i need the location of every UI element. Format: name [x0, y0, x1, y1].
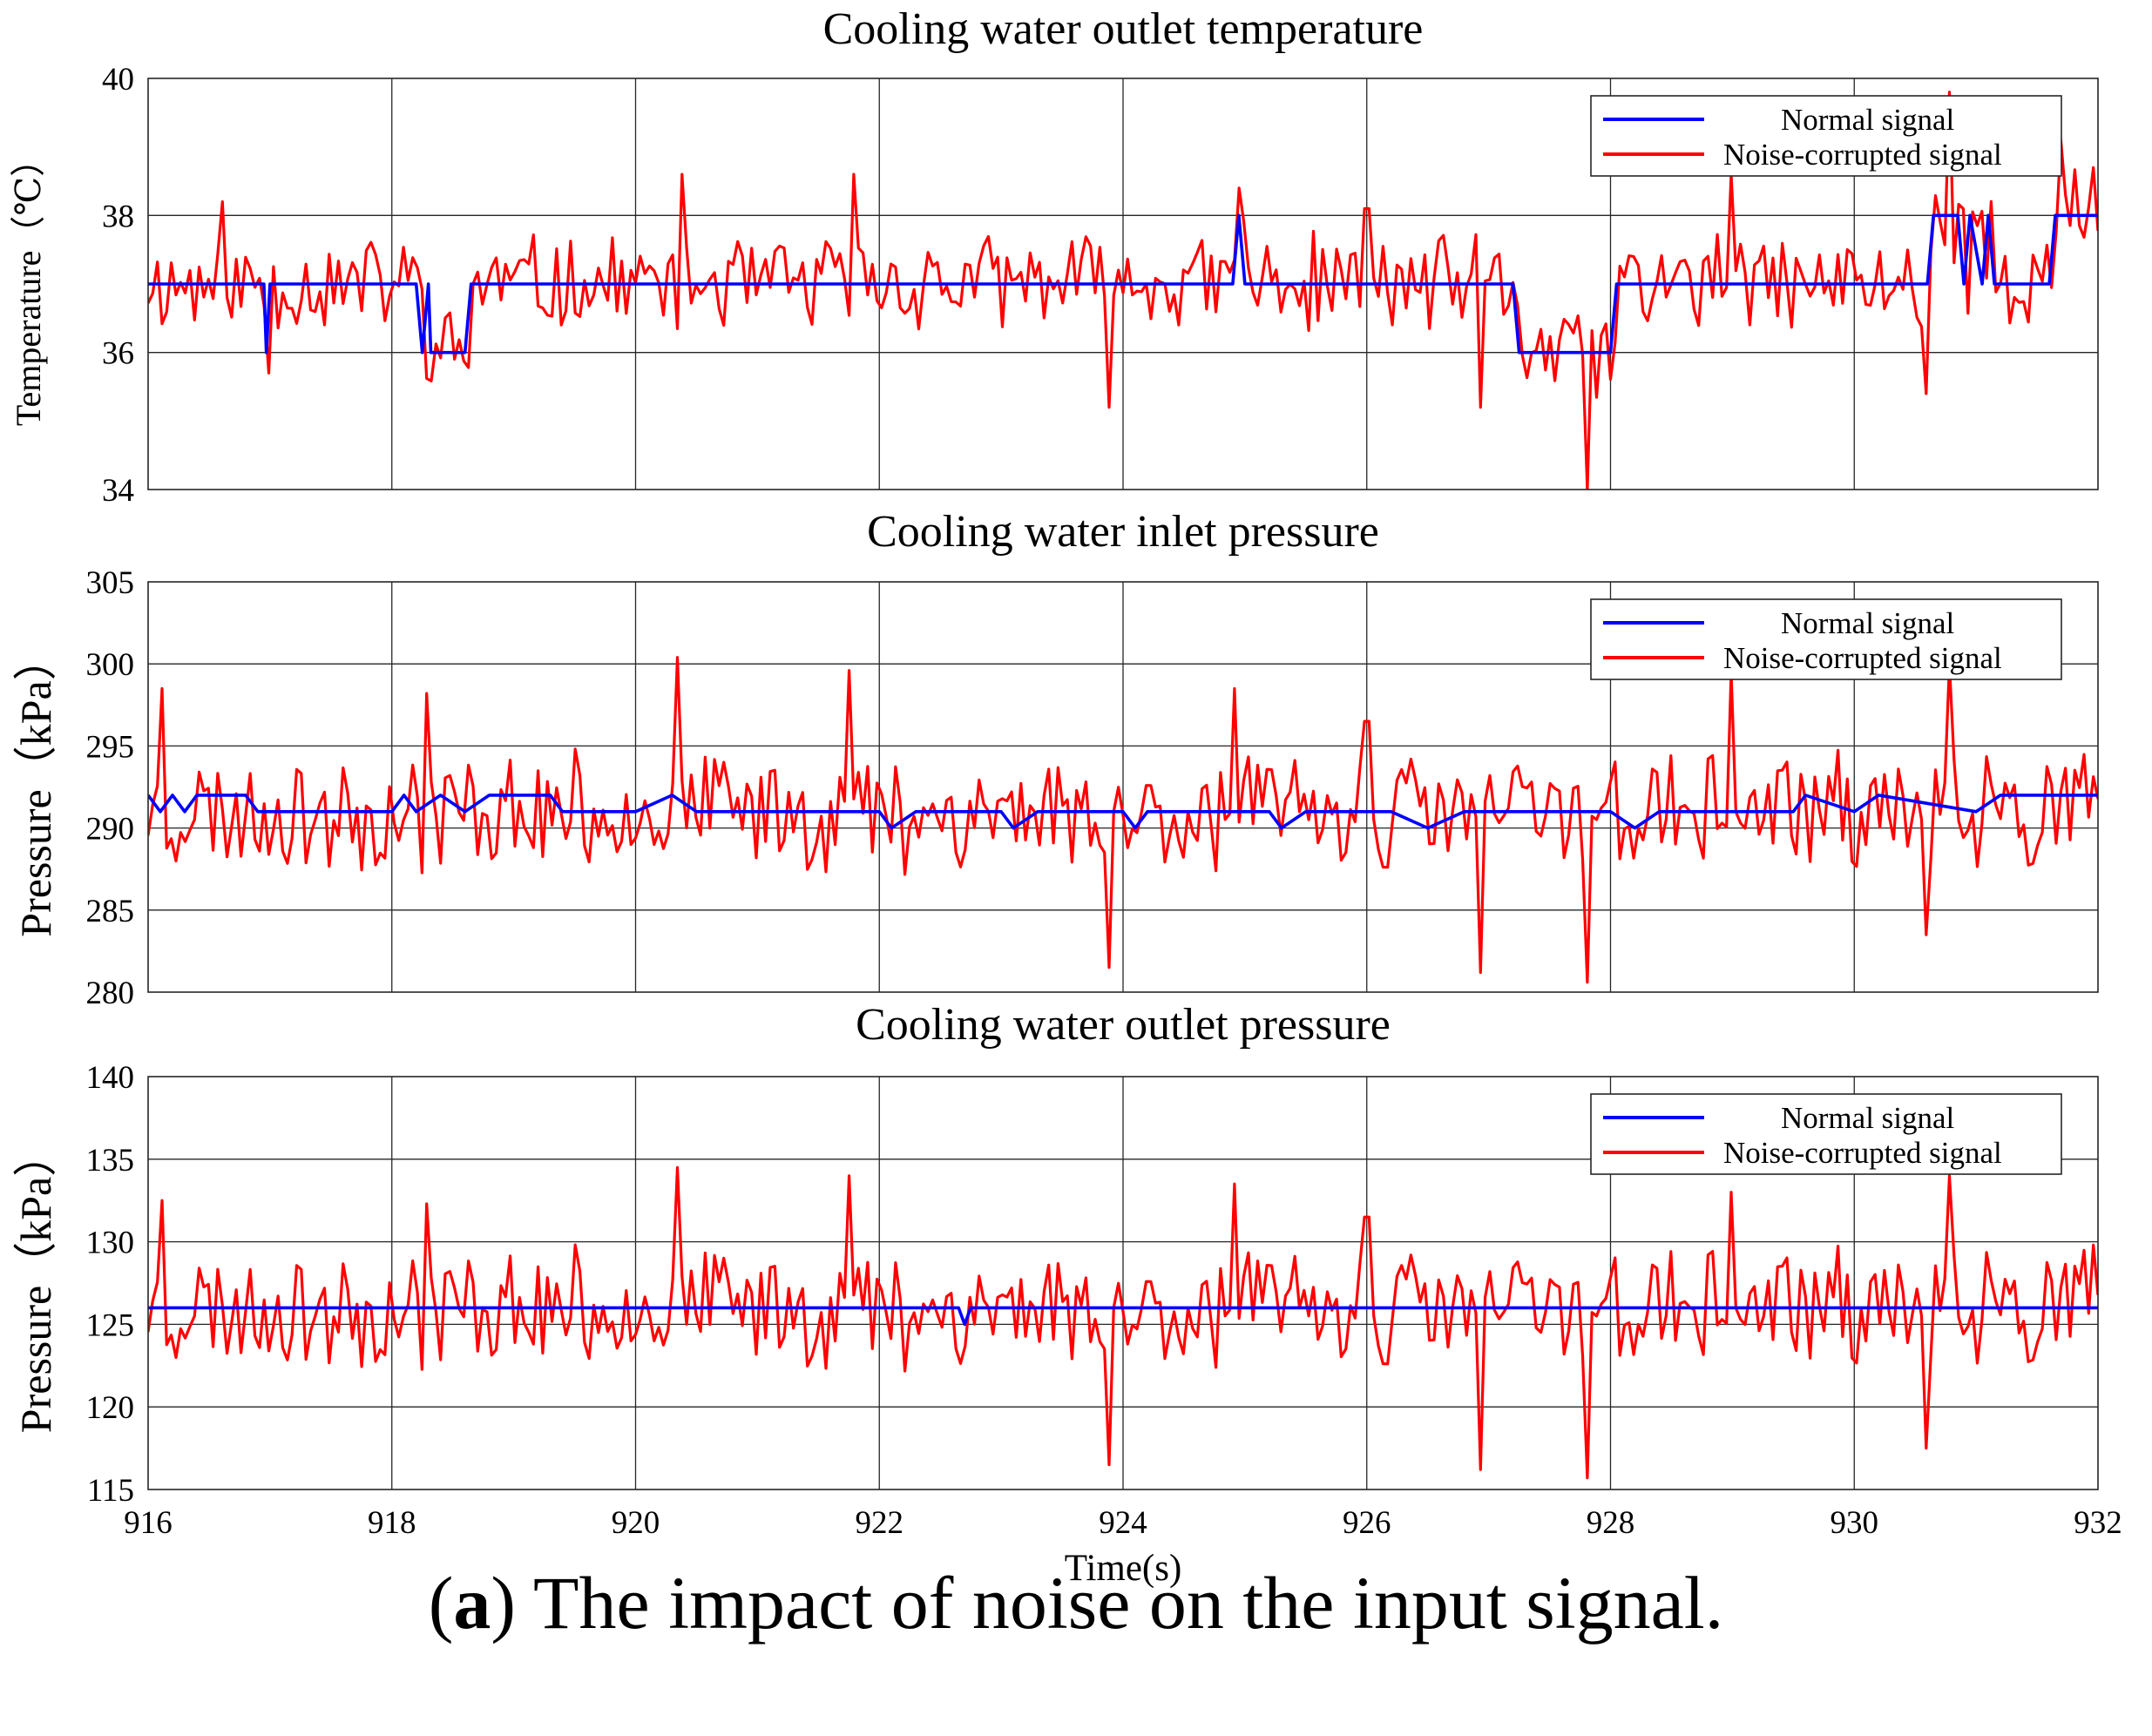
- x-tick-label: 928: [1587, 1505, 1635, 1541]
- legend-box: [1590, 598, 2062, 680]
- x-tick-label: 926: [1343, 1505, 1391, 1541]
- x-tick-label: 916: [124, 1505, 173, 1541]
- x-tick-label: 924: [1099, 1505, 1147, 1541]
- chart-title: Cooling water outlet temperature: [823, 4, 1424, 54]
- plot-series-group: [148, 1165, 2098, 1480]
- legend-normal-label: Normal signal: [1781, 606, 1955, 640]
- x-tick-label: 918: [368, 1505, 416, 1541]
- legend-noise-label: Noise-corrupted signal: [1723, 138, 2002, 172]
- plot-series-group: [148, 656, 2098, 984]
- y-tick-label: 280: [86, 976, 135, 1011]
- x-tick-label: 930: [1831, 1505, 1879, 1541]
- y-tick-label: 40: [102, 62, 134, 98]
- y-tick-label: 305: [86, 565, 135, 601]
- y-axis-label: Pressure（kPa）: [11, 1133, 60, 1433]
- y-tick-label: 36: [102, 336, 134, 372]
- y-tick-label: 140: [86, 1060, 135, 1096]
- chart-title: Cooling water inlet pressure: [867, 507, 1379, 557]
- chart-panel-3: 115 120 125 130 135 140 916 918 920 922 924 926 928 9…: [11, 1000, 2122, 1589]
- legend-normal-label: Normal signal: [1781, 1101, 1955, 1135]
- axes-frame: [147, 78, 2099, 490]
- noise-corrupted-signal-line: [148, 1165, 2098, 1480]
- chart-title: Cooling water outlet pressure: [856, 1000, 1391, 1050]
- y-tick-label: 295: [86, 729, 135, 765]
- y-tick-label: 300: [86, 647, 135, 683]
- y-tick-label: 290: [86, 812, 135, 848]
- y-tick-label: 285: [86, 894, 135, 929]
- normal-signal-line: [148, 213, 2098, 355]
- chart-panel-2: 280 285 290 295 300 305 Cooling water inlet pr…: [11, 507, 2099, 1011]
- y-tick-label: 115: [87, 1473, 134, 1509]
- caption-text: The impact of noise on the input signal.: [533, 1561, 1724, 1645]
- legend-box: [1590, 95, 2062, 177]
- caption-label: a: [453, 1561, 491, 1645]
- legend-noise-label: Noise-corrupted signal: [1723, 1136, 2002, 1170]
- noise-corrupted-signal-line: [148, 656, 2098, 984]
- plot-series-group: [148, 91, 2098, 490]
- y-axis-label: Pressure（kPa）: [11, 637, 60, 936]
- y-tick-label: 130: [86, 1226, 135, 1261]
- y-axis-label: Temperature（℃）: [9, 142, 48, 426]
- y-tick-label: 135: [86, 1143, 135, 1179]
- x-tick-label: 932: [2074, 1505, 2122, 1541]
- legend-box: [1590, 1093, 2062, 1175]
- y-tick-label: 38: [102, 199, 134, 234]
- y-tick-label: 120: [86, 1390, 135, 1426]
- y-tick-label: 34: [102, 473, 134, 509]
- x-tick-label: 922: [856, 1505, 904, 1541]
- axes-frame: [147, 1076, 2099, 1490]
- legend-normal-label: Normal signal: [1781, 103, 1955, 137]
- normal-signal-line: [148, 1306, 2098, 1327]
- normal-signal-line: [148, 794, 2098, 830]
- x-axis-label: Time(s): [1065, 1548, 1182, 1589]
- chart-panel-1: 34 36 38 40 Cooling water outlet temperature…: [9, 4, 2099, 509]
- figure-caption: (a) The impact of noise on the input sig…: [428, 1561, 1724, 1645]
- legend-noise-label: Noise-corrupted signal: [1723, 641, 2002, 675]
- axes-frame: [147, 581, 2099, 993]
- y-tick-label: 125: [86, 1307, 135, 1343]
- x-tick-label: 920: [612, 1505, 660, 1541]
